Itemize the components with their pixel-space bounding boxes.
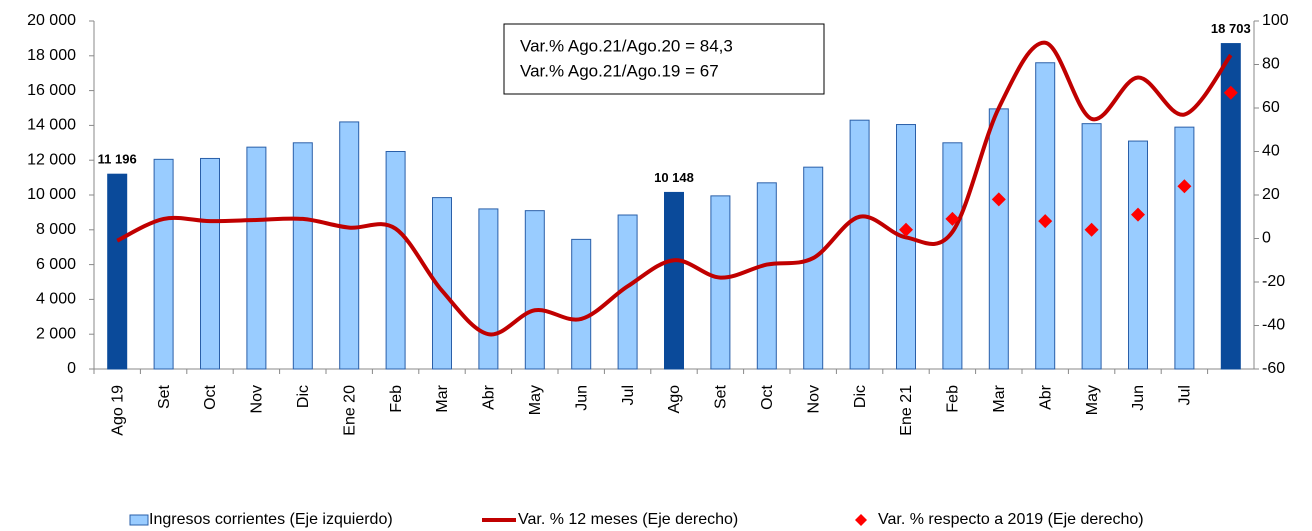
bar [524, 210, 545, 370]
line [116, 40, 1233, 337]
bar [478, 208, 499, 370]
legend-label: Var. % 12 meses (Eje derecho) [518, 511, 738, 528]
x-tick-label: Mar [991, 384, 1008, 412]
legend-swatch [129, 514, 149, 526]
y2-tick-label: 100 [1262, 12, 1289, 29]
y2-tick-label: -40 [1262, 317, 1285, 334]
annotation: Var.% Ago.21/Ago.20 = 84,3 [520, 36, 733, 55]
bar [200, 157, 220, 370]
x-tick-label: Ago [666, 385, 683, 414]
legend-swatch [855, 514, 867, 526]
x-tick-label: Abr [1037, 384, 1054, 410]
y2-tick-label: 20 [1262, 186, 1280, 203]
marker [1223, 85, 1238, 100]
x-tick-label: Ago 19 [109, 385, 126, 436]
x-tick-label: Jun [573, 385, 590, 411]
annotation: Var.% Ago.21/Ago.19 = 67 [520, 61, 719, 80]
y2-tick-label: 80 [1262, 56, 1280, 73]
bar [896, 124, 916, 370]
x-tick-label: Mar [434, 384, 451, 412]
x-tick-label: Dic [295, 385, 312, 408]
x-tick-label: Jul [1177, 385, 1194, 405]
bar [664, 191, 684, 370]
y-tick-label: 18 000 [27, 47, 76, 64]
y-tick-label: 4 000 [36, 291, 76, 308]
value-label: 10 148 [654, 170, 694, 185]
x-tick-label: Nov [805, 385, 822, 413]
bar [1081, 123, 1102, 370]
legend-label: Var. % respecto a 2019 (Eje derecho) [878, 511, 1144, 528]
y-tick-label: 14 000 [27, 117, 76, 134]
y-tick-label: 2 000 [36, 325, 76, 342]
y2-tick-label: 0 [1262, 230, 1271, 247]
y2-tick-label: 40 [1262, 143, 1280, 160]
bar [571, 238, 592, 370]
x-tick-label: May [527, 385, 544, 415]
bar [942, 142, 963, 370]
bar [153, 158, 174, 370]
x-tick-label: May [1084, 385, 1101, 415]
y2-tick-label: -60 [1262, 360, 1285, 377]
marker [1084, 222, 1099, 237]
bar [107, 173, 128, 370]
y-tick-label: 12 000 [27, 151, 76, 168]
bar [756, 182, 777, 370]
x-tick-label: Ene 21 [898, 385, 915, 436]
marker [899, 222, 913, 237]
bar [1174, 126, 1195, 370]
bar [1128, 140, 1148, 370]
legend-label: Ingresos corrientes (Eje izquierdo) [149, 511, 393, 528]
value-label: 18 703 [1211, 21, 1251, 36]
x-tick-label: Feb [945, 385, 962, 413]
y-tick-label: 16 000 [27, 82, 76, 99]
x-tick-label: Set [156, 384, 173, 409]
x-tick-label: Dic [852, 385, 869, 408]
bar [988, 108, 1009, 370]
marker [1038, 214, 1053, 229]
bar [803, 166, 824, 370]
y-tick-label: 8 000 [36, 221, 76, 238]
x-tick-label: Nov [249, 385, 266, 413]
x-tick-label: Jun [1130, 385, 1147, 411]
x-tick-label: Oct [202, 384, 219, 409]
bar [849, 119, 870, 370]
marker [1177, 179, 1192, 194]
y-tick-label: 6 000 [36, 256, 76, 273]
annotation-box [503, 23, 825, 95]
bar [1220, 43, 1241, 370]
bar [385, 151, 406, 370]
bar [432, 197, 452, 370]
value-label: 11 196 [98, 152, 137, 167]
x-tick-label: Ene 20 [341, 385, 358, 436]
bar [292, 142, 313, 370]
y2-tick-label: -20 [1262, 273, 1285, 290]
bar [339, 121, 360, 370]
bar [246, 146, 267, 370]
x-tick-label: Jul [620, 385, 637, 405]
y-tick-label: 0 [67, 360, 76, 377]
y-tick-label: 20 000 [27, 12, 76, 29]
marker [945, 211, 960, 226]
x-tick-label: Feb [388, 385, 405, 413]
y-tick-label: 10 000 [27, 186, 76, 203]
x-tick-label: Abr [481, 384, 498, 410]
y2-tick-label: 60 [1262, 99, 1280, 116]
x-tick-label: Oct [759, 384, 776, 409]
x-tick-label: Set [713, 384, 730, 409]
marker [991, 192, 1006, 207]
bar [710, 195, 731, 370]
marker [1131, 207, 1145, 222]
